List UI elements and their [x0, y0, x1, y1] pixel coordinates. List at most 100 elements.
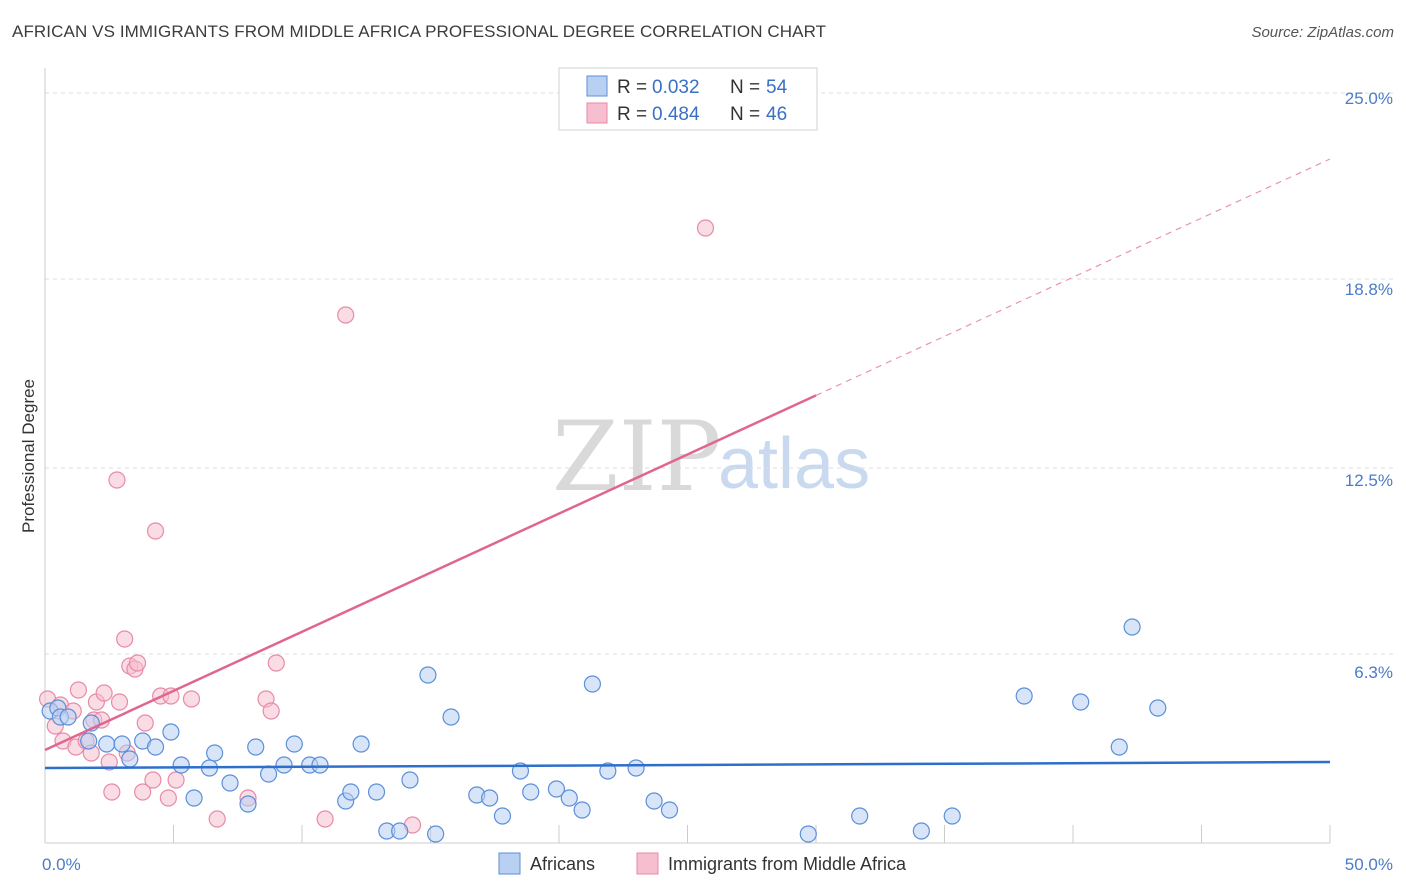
africans-point-23 — [311, 756, 329, 774]
africans-point-25 — [342, 783, 360, 801]
africans-point-52 — [1072, 693, 1090, 711]
africans-point-32 — [427, 825, 445, 843]
immigrants-point-34 — [262, 702, 280, 720]
immigrants-point-25 — [146, 522, 165, 540]
africans-point-49 — [912, 822, 930, 840]
y-tick-label-18-8: 18.8% — [1345, 280, 1393, 299]
africans-point-6 — [98, 735, 116, 753]
africans-point-45 — [645, 792, 663, 810]
africans-point-29 — [391, 822, 409, 840]
africans-point-21 — [285, 735, 303, 753]
africans-point-15 — [206, 744, 224, 762]
correlation-legend: R = 0.032 N = 54 R = 0.484 N = 46 — [558, 67, 818, 131]
africans-point-16 — [221, 774, 239, 792]
africans-point-8 — [121, 750, 139, 768]
africans-point-43 — [599, 762, 617, 780]
y-tick-label-12-5: 12.5% — [1345, 471, 1393, 490]
africans-point-47 — [799, 825, 817, 843]
immigrants-point-36 — [316, 810, 334, 828]
africans-point-18 — [247, 738, 265, 756]
africans-point-5 — [80, 732, 98, 750]
trend-lines — [44, 158, 1331, 770]
chart-title: AFRICAN VS IMMIGRANTS FROM MIDDLE AFRICA… — [12, 22, 827, 41]
immigrants-point-24 — [144, 771, 162, 789]
immigrants-point-14 — [103, 783, 121, 801]
immigrants-trend-line-solid — [44, 394, 817, 752]
immigrants-point-39 — [696, 219, 715, 237]
legend-r-label-1: R = — [617, 77, 647, 98]
africans-point-51 — [1015, 687, 1033, 705]
africans-point-39 — [547, 780, 566, 798]
africans-point-17 — [239, 795, 257, 813]
africans-point-30 — [401, 771, 419, 789]
africans-point-44 — [627, 759, 645, 777]
legend-r-value-2: 0.484 — [652, 104, 700, 125]
series-legend: Africans Immigrants from Middle Africa — [498, 852, 907, 875]
immigrants-point-27 — [159, 789, 177, 807]
bottom-legend-label-africans: Africans — [530, 854, 595, 874]
legend-swatch-immigrants — [586, 102, 608, 124]
immigrants-point-6 — [69, 681, 88, 699]
legend-swatch-africans — [586, 75, 608, 97]
y-tick-label-25: 25.0% — [1345, 89, 1393, 108]
bottom-legend-label-immigrants: Immigrants from Middle Africa — [668, 854, 907, 874]
immigrants-point-12 — [95, 684, 113, 702]
africans-point-50 — [943, 807, 961, 825]
africans-point-19 — [259, 765, 278, 783]
africans-point-54 — [1123, 618, 1141, 636]
africans-point-53 — [1110, 738, 1128, 756]
africans-point-20 — [275, 756, 293, 774]
africans-point-48 — [851, 807, 869, 825]
immigrants-point-13 — [100, 753, 118, 771]
immigrants-point-35 — [267, 654, 285, 672]
legend-r-value-1: 0.032 — [652, 77, 700, 98]
immigrants-point-31 — [208, 810, 226, 828]
africans-point-41 — [573, 801, 591, 819]
watermark-zip: ZIP — [552, 401, 721, 513]
africans-point-3 — [59, 708, 77, 726]
y-tick-label-6-3: 6.3% — [1354, 663, 1393, 682]
africans-point-42 — [583, 675, 602, 693]
africans-point-46 — [660, 801, 679, 819]
africans-point-55 — [1149, 699, 1167, 717]
africans-point-33 — [442, 708, 460, 726]
chart-source: Source: ZipAtlas.com — [1251, 24, 1394, 41]
immigrants-point-29 — [167, 771, 185, 789]
immigrants-point-37 — [337, 306, 355, 324]
grid-layer — [45, 92, 1393, 655]
africans-point-12 — [172, 756, 190, 774]
africans-point-31 — [419, 666, 437, 684]
immigrants-trend-line-dashed — [815, 158, 1331, 396]
africans-point-10 — [146, 738, 165, 756]
legend-r-label-2: R = — [617, 104, 647, 125]
africans-points — [41, 618, 1167, 843]
immigrants-point-21 — [128, 654, 147, 672]
x-tick-label-max: 50.0% — [1345, 855, 1393, 874]
africans-point-27 — [367, 783, 386, 801]
africans-point-26 — [352, 735, 370, 753]
y-axis-label: Professional Degree — [19, 379, 38, 533]
africans-point-13 — [185, 789, 203, 807]
immigrants-point-15 — [108, 471, 126, 489]
bottom-legend-swatch-immigrants — [636, 852, 659, 875]
africans-point-7 — [113, 735, 131, 753]
legend-n-label-1: N = — [730, 77, 760, 98]
africans-point-38 — [522, 783, 540, 801]
watermark-atlas: atlas — [718, 424, 870, 504]
immigrants-point-17 — [116, 630, 134, 648]
immigrants-point-23 — [136, 714, 154, 732]
africans-point-11 — [162, 723, 180, 741]
legend-n-label-2: N = — [730, 104, 760, 125]
legend-n-value-1: 54 — [766, 77, 788, 98]
immigrants-point-30 — [182, 690, 201, 708]
immigrants-point-16 — [110, 693, 129, 711]
legend-n-value-2: 46 — [766, 104, 787, 125]
x-tick-label-min: 0.0% — [42, 855, 81, 874]
africans-point-40 — [560, 789, 578, 807]
immigrants-point-22 — [134, 783, 152, 801]
africans-trend-line — [44, 760, 1331, 770]
bottom-legend-swatch-africans — [498, 852, 521, 875]
africans-point-35 — [481, 789, 499, 807]
africans-point-36 — [493, 807, 512, 825]
